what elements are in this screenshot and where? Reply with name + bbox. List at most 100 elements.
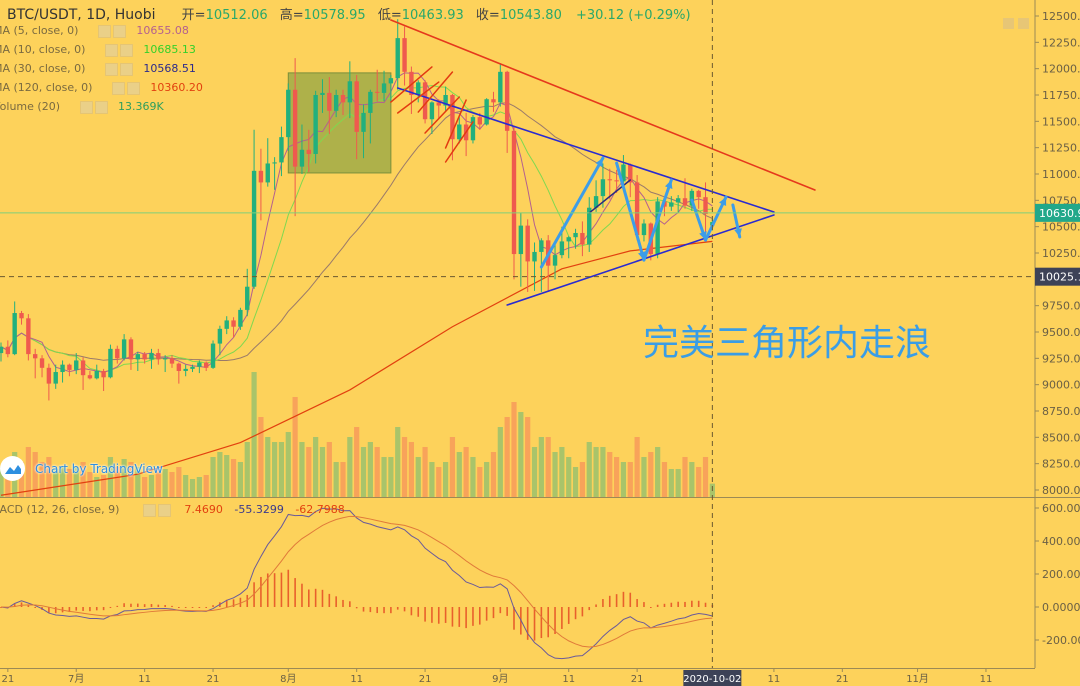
indicator-label[interactable]: Volume (20) (0, 100, 60, 113)
volume-bar (354, 427, 360, 497)
candle-body (53, 372, 58, 384)
macd-histogram-bar (349, 601, 351, 607)
triangle-lower-line (506, 214, 775, 306)
macd-histogram-bar (670, 602, 673, 607)
candle-body (539, 240, 544, 252)
crosshair-price-label: 10025.15 (1039, 271, 1080, 284)
macd-histogram-bar (663, 603, 666, 607)
macd-histogram-bar (704, 602, 707, 607)
candle-body (457, 124, 462, 140)
volume-bar (189, 479, 196, 497)
close-icon[interactable] (95, 100, 108, 114)
candle-body (402, 38, 407, 72)
volume-bar (490, 452, 497, 497)
indicator-label[interactable]: MA (5, close, 0) (0, 24, 79, 37)
volume-bar (66, 469, 72, 497)
time-tick-label: 8月 (280, 673, 296, 685)
volume-bar (449, 437, 456, 497)
close-value: 10543.80 (499, 8, 562, 23)
volume-bar (566, 457, 572, 497)
close-icon[interactable] (157, 503, 171, 517)
time-tick-label: 21 (1, 674, 14, 685)
candle-body (641, 223, 647, 236)
settings-icon[interactable] (105, 43, 119, 57)
volume-bar (333, 462, 339, 497)
volume-bar (217, 452, 223, 497)
close-icon[interactable] (120, 62, 134, 76)
macd-histogram-bar (137, 603, 139, 607)
macd-signal-line (0, 515, 713, 648)
price-tick-label: 11750.00 (1042, 89, 1080, 102)
volume-bar (422, 447, 428, 497)
settings-icon[interactable] (142, 503, 156, 517)
indicator-value: 10360.20 (150, 81, 203, 94)
macd-histogram-bar (629, 592, 632, 607)
macd-legend-label[interactable]: MACD (12, 26, close, 9) (0, 503, 120, 516)
macd-legend: MACD (12, 26, close, 9) 7.4690 -55.3299 … (0, 503, 345, 517)
volume-bar (641, 457, 647, 497)
pane-up-button[interactable] (1003, 18, 1014, 29)
price-tick-label: 9000.00 (1042, 379, 1080, 392)
close-icon[interactable] (113, 24, 127, 38)
indicator-label[interactable]: MA (30, close, 0) (0, 62, 86, 75)
macd-histogram-bar (266, 573, 269, 607)
volume-bar (292, 397, 298, 497)
candle-body (375, 91, 380, 93)
macd-histogram-bar (232, 599, 235, 607)
symbol-title[interactable]: BTC/USDT, 1D, Huobi (7, 7, 156, 23)
indicator-legend-3: MA (120, close, 0) 10360.20 (0, 81, 203, 95)
macd-histogram-bar (157, 604, 160, 607)
macd-histogram-bar (89, 607, 91, 612)
indicator-value: 10685.13 (143, 43, 196, 56)
indicator-label[interactable]: MA (10, close, 0) (0, 43, 86, 56)
macd-histogram-bar (102, 607, 105, 611)
candle-body (258, 170, 264, 183)
volume-bar (443, 462, 449, 497)
candle-body (204, 362, 209, 368)
candle-body (416, 82, 421, 95)
candle-body (381, 83, 387, 93)
settings-icon[interactable] (112, 81, 126, 95)
macd-histogram-bar (171, 605, 173, 607)
macd-histogram-bar (130, 603, 132, 607)
price-tick-label: 10250.00 (1042, 247, 1080, 260)
macd-histogram-bar (362, 607, 365, 612)
candle-body (115, 348, 120, 359)
macd-histogram-bar (424, 607, 426, 622)
volume-bar (586, 442, 592, 497)
macd-histogram-bar (13, 604, 16, 607)
macd-tick-label: 600.0000 (1042, 502, 1080, 515)
volume-bar (183, 475, 189, 497)
volume-bar (511, 402, 517, 497)
macd-histogram-bar (301, 583, 303, 607)
settings-icon[interactable] (80, 100, 93, 114)
candle-body (292, 89, 298, 167)
ma120-line (0, 240, 713, 496)
candle-body (669, 202, 674, 207)
macd-tick-label: 0.0000 (1042, 601, 1080, 614)
pane-down-button[interactable] (1018, 18, 1029, 29)
pane-controls (1003, 14, 1033, 33)
macd-histogram-bar (533, 607, 536, 641)
volume-bar (360, 447, 367, 497)
macd-histogram-bar (20, 602, 23, 607)
candle-body (628, 164, 633, 183)
macd-histogram-bar (143, 604, 146, 607)
macd-histogram-bar (465, 607, 467, 629)
indicator-label[interactable]: MA (120, close, 0) (0, 81, 93, 94)
time-tick-label: 21 (419, 674, 432, 685)
tradingview-branding[interactable]: Chart by TradingView (0, 456, 163, 481)
price-tick-label: 8500.00 (1042, 431, 1080, 444)
candle-body (5, 346, 11, 355)
indicator-value: 10568.51 (143, 62, 196, 75)
settings-icon[interactable] (105, 62, 119, 76)
close-icon[interactable] (120, 43, 134, 57)
volume-bar (538, 437, 544, 497)
settings-icon[interactable] (98, 24, 112, 38)
candle-body (265, 163, 270, 183)
red-stroke-line (444, 121, 474, 163)
candle-body (327, 92, 332, 111)
crosshair-price-label-bg (1035, 267, 1080, 286)
close-icon[interactable] (127, 81, 141, 95)
